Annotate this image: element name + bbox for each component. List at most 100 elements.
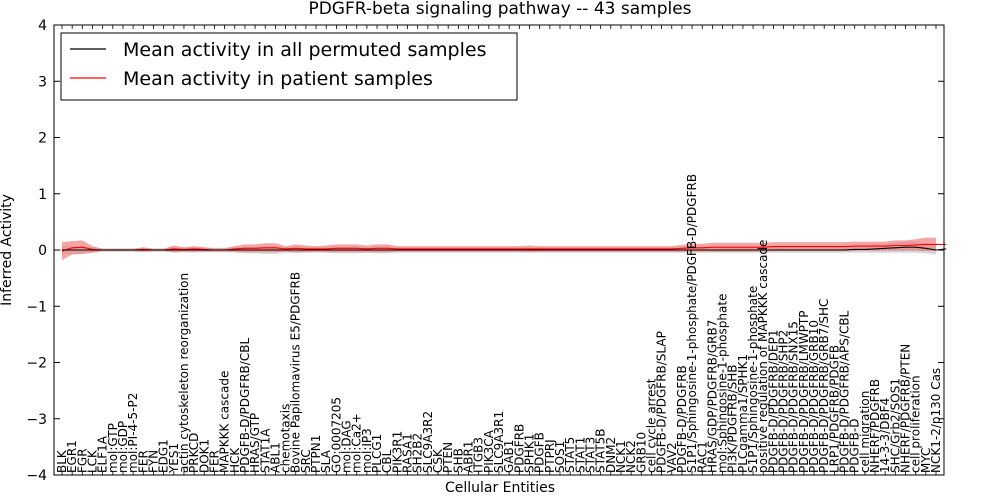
y-tick-label: 2 <box>38 131 47 147</box>
entity-label: PDGFB-D/PDGFRB/GRB10 <box>807 320 821 473</box>
permuted-mean-line <box>62 246 947 251</box>
entity-label: PDGFB-D/PDGFRB/CBL <box>238 338 252 473</box>
entity-label: SLC9A3R1 <box>492 411 506 473</box>
entity-label: STAT1 <box>573 437 587 473</box>
entity-label: STAT5 <box>563 437 577 473</box>
entity-label: NCK2 <box>624 440 638 473</box>
entity-label: STAT1A <box>258 428 272 473</box>
entity-label: PDGFB-D <box>848 419 862 473</box>
legend-entry-permuted: Mean activity in all permuted samples <box>123 39 486 61</box>
entity-label: ELF1A <box>96 435 110 473</box>
entity-label: LCK <box>86 449 100 473</box>
y-tick-label: −1 <box>26 299 47 315</box>
entity-label: YES1 <box>167 443 181 474</box>
entity-label: PDGFB-D/PDGFRB <box>675 365 689 473</box>
entity-label: NCK1 <box>614 440 628 473</box>
entity-label: HRAS/GDP/PDGFRB/GRB7 <box>705 320 719 473</box>
entity-label: PTPRJ <box>543 439 557 473</box>
entity-label: MYC <box>919 448 933 473</box>
entity-label: CSK <box>431 448 445 473</box>
entity-label: SPHK1 <box>523 434 537 473</box>
entity-label: STAT3 <box>584 437 598 473</box>
entity-label: SHB <box>451 448 465 473</box>
entity-label: mol:PI-4-5-P2 <box>126 393 140 473</box>
y-axis-label: Inferred Activity <box>0 194 15 306</box>
entity-label: actin cytoskeleton reorganization <box>177 273 191 473</box>
entity-label: SLA <box>319 449 333 473</box>
entity-label: FYN <box>147 450 161 473</box>
entity-label: S1P1/Sphingosine-1-phosphate/PDGFB-D/PDG… <box>685 174 699 473</box>
entity-label: GAB1 <box>502 440 516 473</box>
x-axis-label: Cellular Entities <box>445 480 555 496</box>
entity-label: PDGFB-D/PDGFRB/GRB7/SHC <box>817 299 831 473</box>
entity-label: SHC/Grb2/SOS1 <box>888 378 902 473</box>
entity-label: RAC1 <box>695 441 709 473</box>
entity-label: SH2B2 <box>411 433 425 473</box>
entity-label: EDG1 <box>157 439 171 473</box>
chart-title: PDGFR-beta signaling pathway -- 43 sampl… <box>308 0 691 19</box>
entity-label: PLCgamma1/SPHK1 <box>736 354 750 473</box>
entity-label: ABR1 <box>462 441 476 473</box>
entity-label: RASA1 <box>401 433 415 473</box>
entity-label: PRKCD <box>187 433 201 473</box>
entity-label: cell migration <box>858 391 872 473</box>
entity-label: chemotaxis <box>279 404 293 473</box>
entity-label: LRP1/PDGFRB/PDGFB <box>827 345 841 473</box>
y-tick-label: 3 <box>38 74 47 90</box>
legend-box <box>60 32 518 101</box>
entity-label: SRC <box>299 449 313 473</box>
entity-label: NCK1-2/p130 Cas <box>929 368 943 473</box>
entity-label: mol:GTP <box>106 423 120 473</box>
entity-label: PDGFB <box>533 432 547 473</box>
entity-label: PDGFB-D/PDGFRB/SNX15 <box>787 321 801 473</box>
entity-label: FER <box>136 450 150 473</box>
entity-label: ABL1 <box>268 442 282 473</box>
entity-label: PTEN <box>441 442 455 473</box>
entity-label: DNM2 <box>604 437 618 473</box>
entity-label: PDGFB-D/PDGFRB/LMWPTP <box>797 310 811 473</box>
entity-label: 14-3-3/DBF4 <box>878 398 892 473</box>
entity-label: PDGFB-D/PDGFRB/APS/CBL <box>838 310 852 473</box>
entity-label: PI3K/PDGFRB/SHB <box>726 364 740 473</box>
y-tick-label: −4 <box>26 468 47 484</box>
entity-label: positive regulation of MAPKKK cascade <box>756 240 770 473</box>
y-axis: −4 −3 −2 −1 0 1 2 3 4 <box>26 18 944 484</box>
entity-label: NHERF/PDGFRB <box>868 379 882 473</box>
entity-label: PLCG1 <box>370 434 384 473</box>
entity-label: ITGB3 <box>472 437 486 473</box>
entity-label: BLK <box>55 449 69 473</box>
entity-label: VAV2 <box>665 442 679 473</box>
entity-label: PIK3CA <box>482 429 496 473</box>
entity-label: NHERF/PDGFRB/PTEN <box>899 344 913 473</box>
entity-label: mol:GDP <box>116 421 130 473</box>
entity-label: FGR <box>75 448 89 473</box>
entity-label: HCK <box>228 447 242 473</box>
y-tick-label: −2 <box>26 356 47 372</box>
entity-label: S1P1/Sphingosine-1-phosphate <box>746 286 760 473</box>
entity-label: mol:Ca2+ <box>350 413 364 473</box>
entity-label: mol:DAG <box>340 420 354 473</box>
y-tick-label: 0 <box>38 243 47 259</box>
entity-label: STAT5B <box>594 428 608 473</box>
entity-label: GO:0007205 <box>329 397 343 473</box>
entity-label: mol:Sphingosine-1-phosphate <box>716 294 730 474</box>
y-tick-label: −3 <box>26 412 47 428</box>
legend-entry-patient: Mean activity in patient samples <box>123 68 433 90</box>
y-tick-label: 1 <box>38 187 47 203</box>
entity-label: CBL <box>380 449 394 473</box>
entity-label: SLC9A3R2 <box>421 411 435 473</box>
entity-label: mol:IP3 <box>360 428 374 473</box>
entity-label: EGR1 <box>65 440 79 473</box>
entity-label: PDGFRB <box>512 424 526 473</box>
entity-label: HRAS/GTP <box>248 413 262 473</box>
entity-label: PDGFB-D/PDGFRB/DEP1 <box>766 329 780 473</box>
y-tick-label: 4 <box>38 18 47 34</box>
entity-label: DOK1 <box>197 439 211 473</box>
entity-label: PTPN1 <box>309 435 323 473</box>
entity-label: FER <box>207 450 221 473</box>
entity-label: PIK3R1 <box>390 431 404 473</box>
entity-label: Bovine Papilomavirus E5/PDGFRB <box>289 272 303 473</box>
entity-label: GRB10 <box>634 432 648 473</box>
series-lines <box>61 243 947 252</box>
